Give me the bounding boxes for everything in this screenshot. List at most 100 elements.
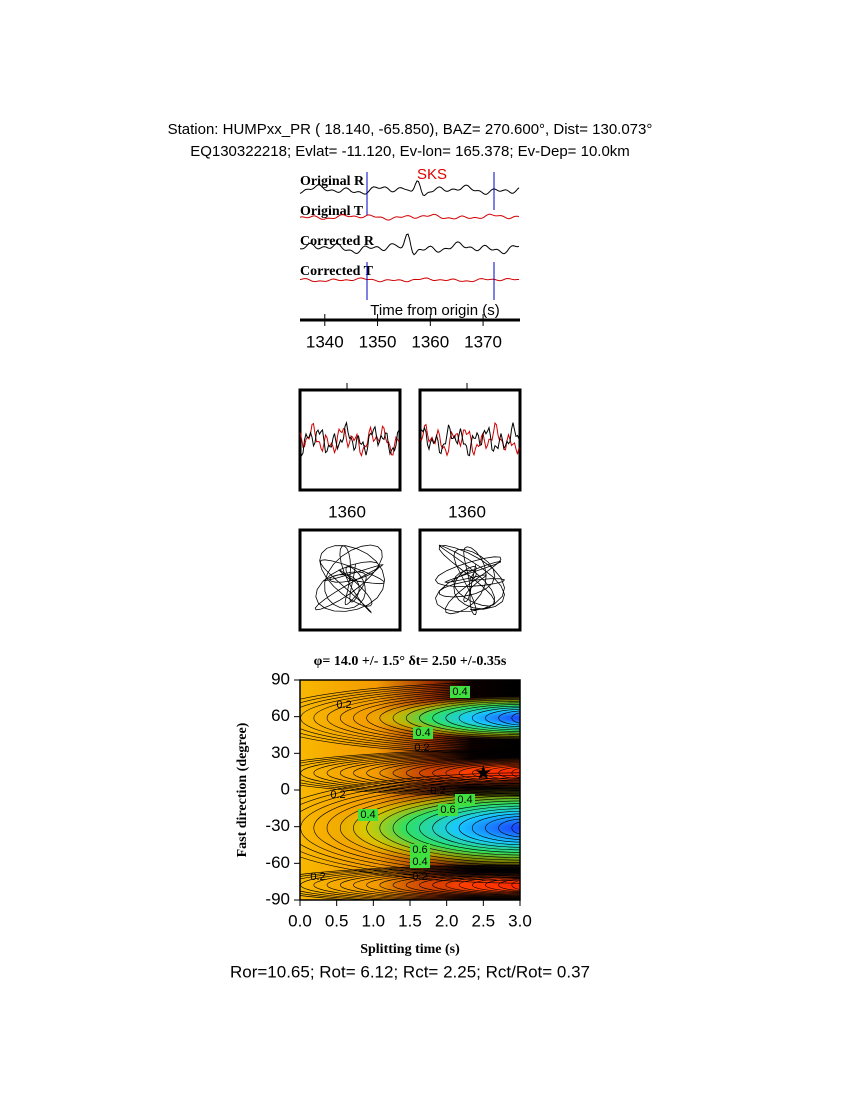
- contour-line: [485, 708, 520, 728]
- contour-line: [432, 805, 520, 851]
- contour-line: [445, 808, 520, 848]
- contour-line: [392, 798, 520, 858]
- contour-line: [326, 868, 520, 900]
- contour-label: 0.4: [415, 727, 430, 739]
- contour-line: [366, 871, 520, 899]
- contour-line: [498, 879, 520, 891]
- x-axis-title: Time from origin (s): [370, 302, 499, 319]
- contour-line: [471, 764, 520, 782]
- contour-line: [392, 759, 520, 787]
- contour-line: [498, 710, 520, 726]
- x-tick-label: 1360: [448, 502, 486, 521]
- header-line: Station: HUMPxx_PR ( 18.140, -65.850), B…: [168, 121, 653, 138]
- contour-label-box: [413, 727, 433, 739]
- x-tick-label: 3.0: [508, 911, 532, 930]
- particle-motion: [434, 544, 506, 616]
- x-tick-label: 2.0: [435, 911, 459, 930]
- y-axis-title: Fast direction (degree): [235, 722, 250, 857]
- contour-label-box: [438, 804, 458, 816]
- y-tick-label: -30: [265, 816, 290, 835]
- contour-line: [339, 691, 520, 745]
- contour-line: [445, 762, 520, 784]
- panel-frame: [298, 528, 402, 632]
- contour-line: [419, 700, 520, 736]
- contour-line: [511, 821, 520, 835]
- contour-line: [485, 816, 520, 840]
- contour-line: [511, 712, 520, 724]
- contour-line: [326, 785, 520, 871]
- waveform: [419, 421, 520, 457]
- contour-line: [511, 768, 520, 778]
- contour-line: [498, 766, 520, 780]
- contour-line: [353, 790, 520, 866]
- y-tick-label: 60: [271, 706, 290, 725]
- contour-line: [326, 689, 520, 747]
- x-axis-title: Splitting time (s): [360, 942, 460, 957]
- trace-label: Corrected T: [300, 264, 374, 279]
- contour-line: [458, 763, 520, 783]
- particle-motion: [314, 544, 386, 614]
- contour-line: [339, 787, 520, 869]
- x-tick-label: 1360: [411, 332, 449, 351]
- contour-line: [326, 754, 520, 792]
- waveform: [419, 422, 520, 457]
- contour-line: [485, 878, 520, 892]
- contour-label: 0.4: [452, 686, 467, 698]
- contour-label: 0.2: [412, 871, 427, 883]
- contour-label: 0.6: [440, 804, 455, 816]
- contour-line: [405, 760, 520, 786]
- contour-line: [379, 696, 520, 740]
- x-tick-label: 1360: [328, 502, 366, 521]
- heatmap: [300, 680, 520, 900]
- contour-line: [392, 697, 520, 739]
- contour-line: [366, 793, 520, 863]
- contour-line: [379, 758, 520, 788]
- x-tick-label: 1.0: [362, 911, 386, 930]
- contour-label-box: [410, 856, 430, 868]
- contour-label: 0.4: [412, 856, 427, 868]
- trace-label: Original T: [300, 204, 364, 219]
- contour-line: [432, 702, 520, 734]
- contour-line: [445, 704, 520, 732]
- y-tick-label: 0: [281, 779, 290, 798]
- waveform: [299, 180, 520, 197]
- x-tick-label: 2.5: [472, 911, 496, 930]
- contour-label: 0.2: [430, 785, 445, 797]
- contour-label: 0.2: [330, 789, 345, 801]
- contour-line: [445, 875, 520, 895]
- contour-line: [392, 872, 520, 898]
- contour-label: 0.4: [360, 809, 375, 821]
- contour-line: [405, 873, 520, 897]
- panel-frame: [298, 388, 402, 492]
- y-tick-label: 30: [271, 743, 290, 762]
- panel-frame: [418, 528, 522, 632]
- y-tick-label: 90: [271, 669, 290, 688]
- trace-label: Corrected R: [300, 234, 375, 249]
- contour-line: [458, 810, 520, 846]
- contour-line: [432, 761, 520, 785]
- phase-label: SKS: [417, 166, 447, 183]
- contour-line: [511, 880, 520, 890]
- contour-line: [379, 795, 520, 861]
- contour-line: [366, 694, 520, 742]
- contour-label: 0.2: [414, 742, 429, 754]
- contour-line: [353, 692, 520, 744]
- contour-label-box: [455, 794, 475, 806]
- contour-line: [366, 757, 520, 789]
- x-tick-label: 1.5: [398, 911, 422, 930]
- waveform: [299, 233, 520, 256]
- x-tick-label: 1340: [306, 332, 344, 351]
- contour-label: 0.2: [336, 699, 351, 711]
- contour-line: [313, 867, 520, 900]
- contour-line: [458, 876, 520, 894]
- header-line: EQ130322218; Evlat= -11.120, Ev-lon= 165…: [190, 143, 630, 160]
- contour-label: 0.4: [457, 794, 472, 806]
- trace-label: Original R: [300, 174, 365, 189]
- contour-line: [498, 818, 520, 838]
- contour-line: [471, 813, 520, 843]
- waveform: [299, 277, 519, 283]
- contour-line: [458, 705, 520, 731]
- waveform: [299, 213, 520, 221]
